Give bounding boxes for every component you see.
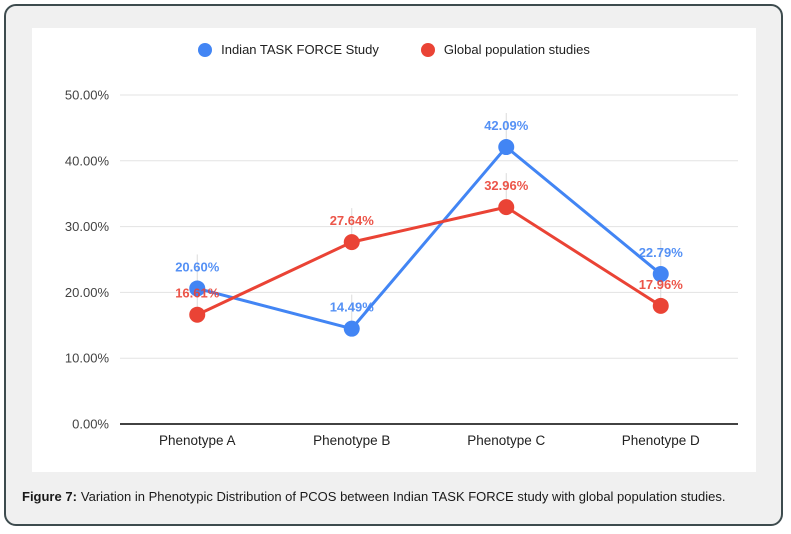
y-axis-tick-label: 30.00% bbox=[65, 219, 110, 234]
data-point-marker bbox=[498, 139, 515, 156]
data-point-marker bbox=[652, 266, 669, 283]
legend-item-global-population: Global population studies bbox=[420, 42, 590, 57]
figure-caption: Figure 7: Variation in Phenotypic Distrib… bbox=[22, 488, 772, 506]
legend-dot-blue-icon bbox=[198, 42, 213, 57]
data-point-marker bbox=[343, 320, 360, 337]
x-axis-category-label: Phenotype D bbox=[622, 433, 700, 448]
chart-legend: Indian TASK FORCE Study Global populatio… bbox=[32, 42, 756, 57]
data-point-marker bbox=[498, 199, 515, 216]
x-axis-category-label: Phenotype C bbox=[467, 433, 545, 448]
figure-caption-text: Variation in Phenotypic Distribution of … bbox=[80, 489, 726, 504]
data-point-marker bbox=[189, 306, 206, 323]
data-point-label: 32.96% bbox=[484, 178, 529, 193]
chart-card: Indian TASK FORCE Study Global populatio… bbox=[32, 28, 756, 472]
legend-item-indian-task-force: Indian TASK FORCE Study bbox=[198, 42, 379, 57]
data-point-label: 17.96% bbox=[639, 277, 684, 292]
legend-label: Global population studies bbox=[443, 42, 590, 57]
data-point-marker bbox=[343, 234, 360, 251]
line-chart: 0.00% 10.00% 20.00% 30.00% 40.00% 50.00% Pheno… bbox=[65, 88, 738, 448]
data-point-marker bbox=[652, 297, 669, 314]
data-point-label: 42.09% bbox=[484, 118, 529, 133]
y-axis-tick-label: 0.00% bbox=[72, 417, 109, 432]
y-axis-tick-label: 10.00% bbox=[65, 351, 110, 366]
series-line bbox=[196, 205, 662, 317]
data-point-marker bbox=[189, 280, 206, 297]
x-axis-category-label: Phenotype B bbox=[313, 433, 390, 448]
y-axis-tick-label: 50.00% bbox=[65, 88, 110, 103]
figure-caption-label: Figure 7: bbox=[22, 489, 77, 504]
data-point-label: 27.64% bbox=[330, 213, 375, 228]
data-point-label: 14.49% bbox=[330, 300, 375, 315]
y-axis-tick-label: 20.00% bbox=[65, 285, 110, 300]
series-line bbox=[196, 145, 662, 331]
y-axis-tick-label: 40.00% bbox=[65, 153, 110, 168]
data-point-label: 22.79% bbox=[639, 245, 684, 260]
data-point-label: 16.61% bbox=[175, 286, 220, 301]
legend-dot-red-icon bbox=[420, 42, 435, 57]
legend-label: Indian TASK FORCE Study bbox=[221, 42, 379, 57]
figure-frame: Indian TASK FORCE Study Global populatio… bbox=[4, 4, 783, 526]
x-axis-category-label: Phenotype A bbox=[159, 433, 236, 448]
data-point-label: 20.60% bbox=[175, 259, 220, 274]
